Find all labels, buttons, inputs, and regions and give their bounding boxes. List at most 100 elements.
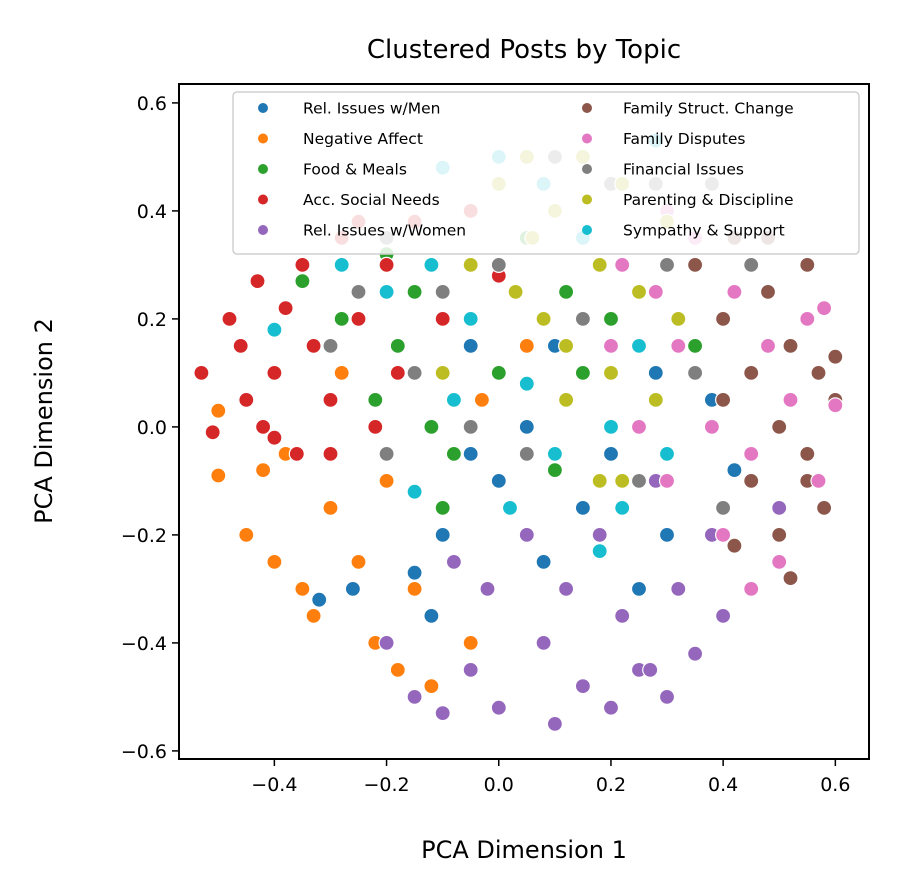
scatter-point [423, 607, 440, 625]
scatter-point [232, 337, 249, 354]
scatter-point [378, 445, 395, 462]
scatter-point [333, 310, 350, 327]
scatter-point [389, 661, 406, 679]
scatter-point [344, 580, 361, 598]
scatter-point [771, 499, 788, 516]
scatter-point [462, 418, 479, 435]
legend-label: Rel. Issues w/Men [303, 100, 441, 118]
scatter-point [322, 445, 339, 462]
scatter-point [266, 321, 283, 338]
scatter-point [266, 364, 283, 381]
x-tick-label: −0.4 [251, 774, 297, 796]
scatter-point [490, 256, 507, 273]
y-tick-label: 0.0 [137, 417, 167, 439]
chart-title: Clustered Posts by Topic [367, 35, 681, 65]
scatter-point [630, 418, 648, 435]
scatter-point [726, 283, 743, 300]
scatter-point [771, 526, 788, 544]
scatter-point [350, 553, 367, 571]
scatter-point [406, 688, 423, 706]
legend-marker [258, 103, 268, 113]
scatter-point [535, 634, 552, 652]
scatter-point [210, 402, 227, 419]
scatter-point [546, 715, 564, 733]
scatter-point [322, 499, 339, 516]
scatter-point [658, 445, 676, 462]
legend-label: Rel. Issues w/Women [303, 222, 466, 240]
scatter-point [333, 256, 350, 273]
scatter-point [743, 580, 760, 598]
scatter-point [714, 310, 732, 327]
scatter-point [389, 364, 406, 381]
scatter-point [714, 607, 732, 625]
scatter-point [574, 499, 592, 516]
scatter-point [406, 580, 423, 598]
scatter-point [782, 569, 799, 587]
scatter-point [642, 661, 659, 679]
scatter-point [799, 310, 816, 327]
scatter-point [557, 580, 575, 598]
scatter-point [423, 256, 440, 273]
scatter-point [311, 591, 328, 608]
scatter-point [193, 364, 210, 381]
scatter-point [445, 445, 462, 462]
scatter-point [406, 564, 423, 581]
scatter-point [602, 445, 620, 462]
scatter-point [614, 472, 631, 489]
scatter-point [305, 607, 322, 625]
legend-marker [582, 194, 592, 205]
legend-label: Family Struct. Change [623, 100, 794, 118]
scatter-point [350, 310, 367, 327]
scatter-point [490, 699, 507, 716]
scatter-point [350, 283, 367, 300]
x-tick-label: −0.2 [363, 774, 409, 796]
scatter-point [406, 364, 423, 381]
scatter-point [535, 310, 552, 327]
x-tick-label: 0.2 [596, 774, 626, 796]
scatter-point [378, 256, 395, 273]
scatter-point [255, 418, 272, 435]
scatter-point [490, 472, 507, 489]
scatter-point [434, 364, 451, 381]
scatter-point [490, 364, 507, 381]
scatter-point [827, 397, 844, 414]
scatter-point [647, 391, 664, 408]
scatter-point [658, 688, 676, 706]
y-tick-label: 0.4 [137, 201, 167, 223]
scatter-point [630, 283, 648, 300]
legend-marker [258, 225, 268, 235]
scatter-point [782, 337, 799, 354]
scatter-point [434, 310, 451, 327]
legend-marker [582, 133, 592, 144]
legend-marker [258, 164, 268, 174]
scatter-point [714, 391, 732, 408]
scatter-point [602, 337, 620, 354]
y-tick-label: 0.2 [137, 309, 167, 331]
scatter-point [574, 310, 592, 327]
scatter-point [810, 364, 827, 381]
scatter-point [249, 273, 266, 290]
scatter-point [647, 283, 664, 300]
scatter-point [389, 337, 406, 354]
plot-frame [178, 83, 870, 760]
x-axis-label: PCA Dimension 1 [421, 836, 627, 864]
scatter-point [462, 256, 479, 273]
scatter-point [743, 256, 760, 273]
scatter-point [759, 337, 777, 354]
x-tick-label: 0.6 [820, 774, 850, 796]
y-axis-ticks: −0.6 −0.4 −0.2 0.0 0.2 0.4 0.6 [121, 93, 179, 763]
scatter-point [518, 375, 535, 392]
y-tick-label: −0.6 [121, 741, 167, 763]
legend-label: Family Disputes [623, 130, 745, 148]
scatter-point [591, 542, 608, 560]
scatter-point [670, 337, 687, 354]
scatter-point [294, 256, 311, 273]
scatter-point [827, 348, 844, 365]
scatter-point [238, 391, 255, 408]
scatter-point [507, 283, 524, 300]
scatter-point [294, 580, 311, 598]
scatter-point [591, 526, 608, 544]
legend-label: Acc. Social Needs [303, 191, 440, 209]
legend-marker [582, 164, 592, 174]
